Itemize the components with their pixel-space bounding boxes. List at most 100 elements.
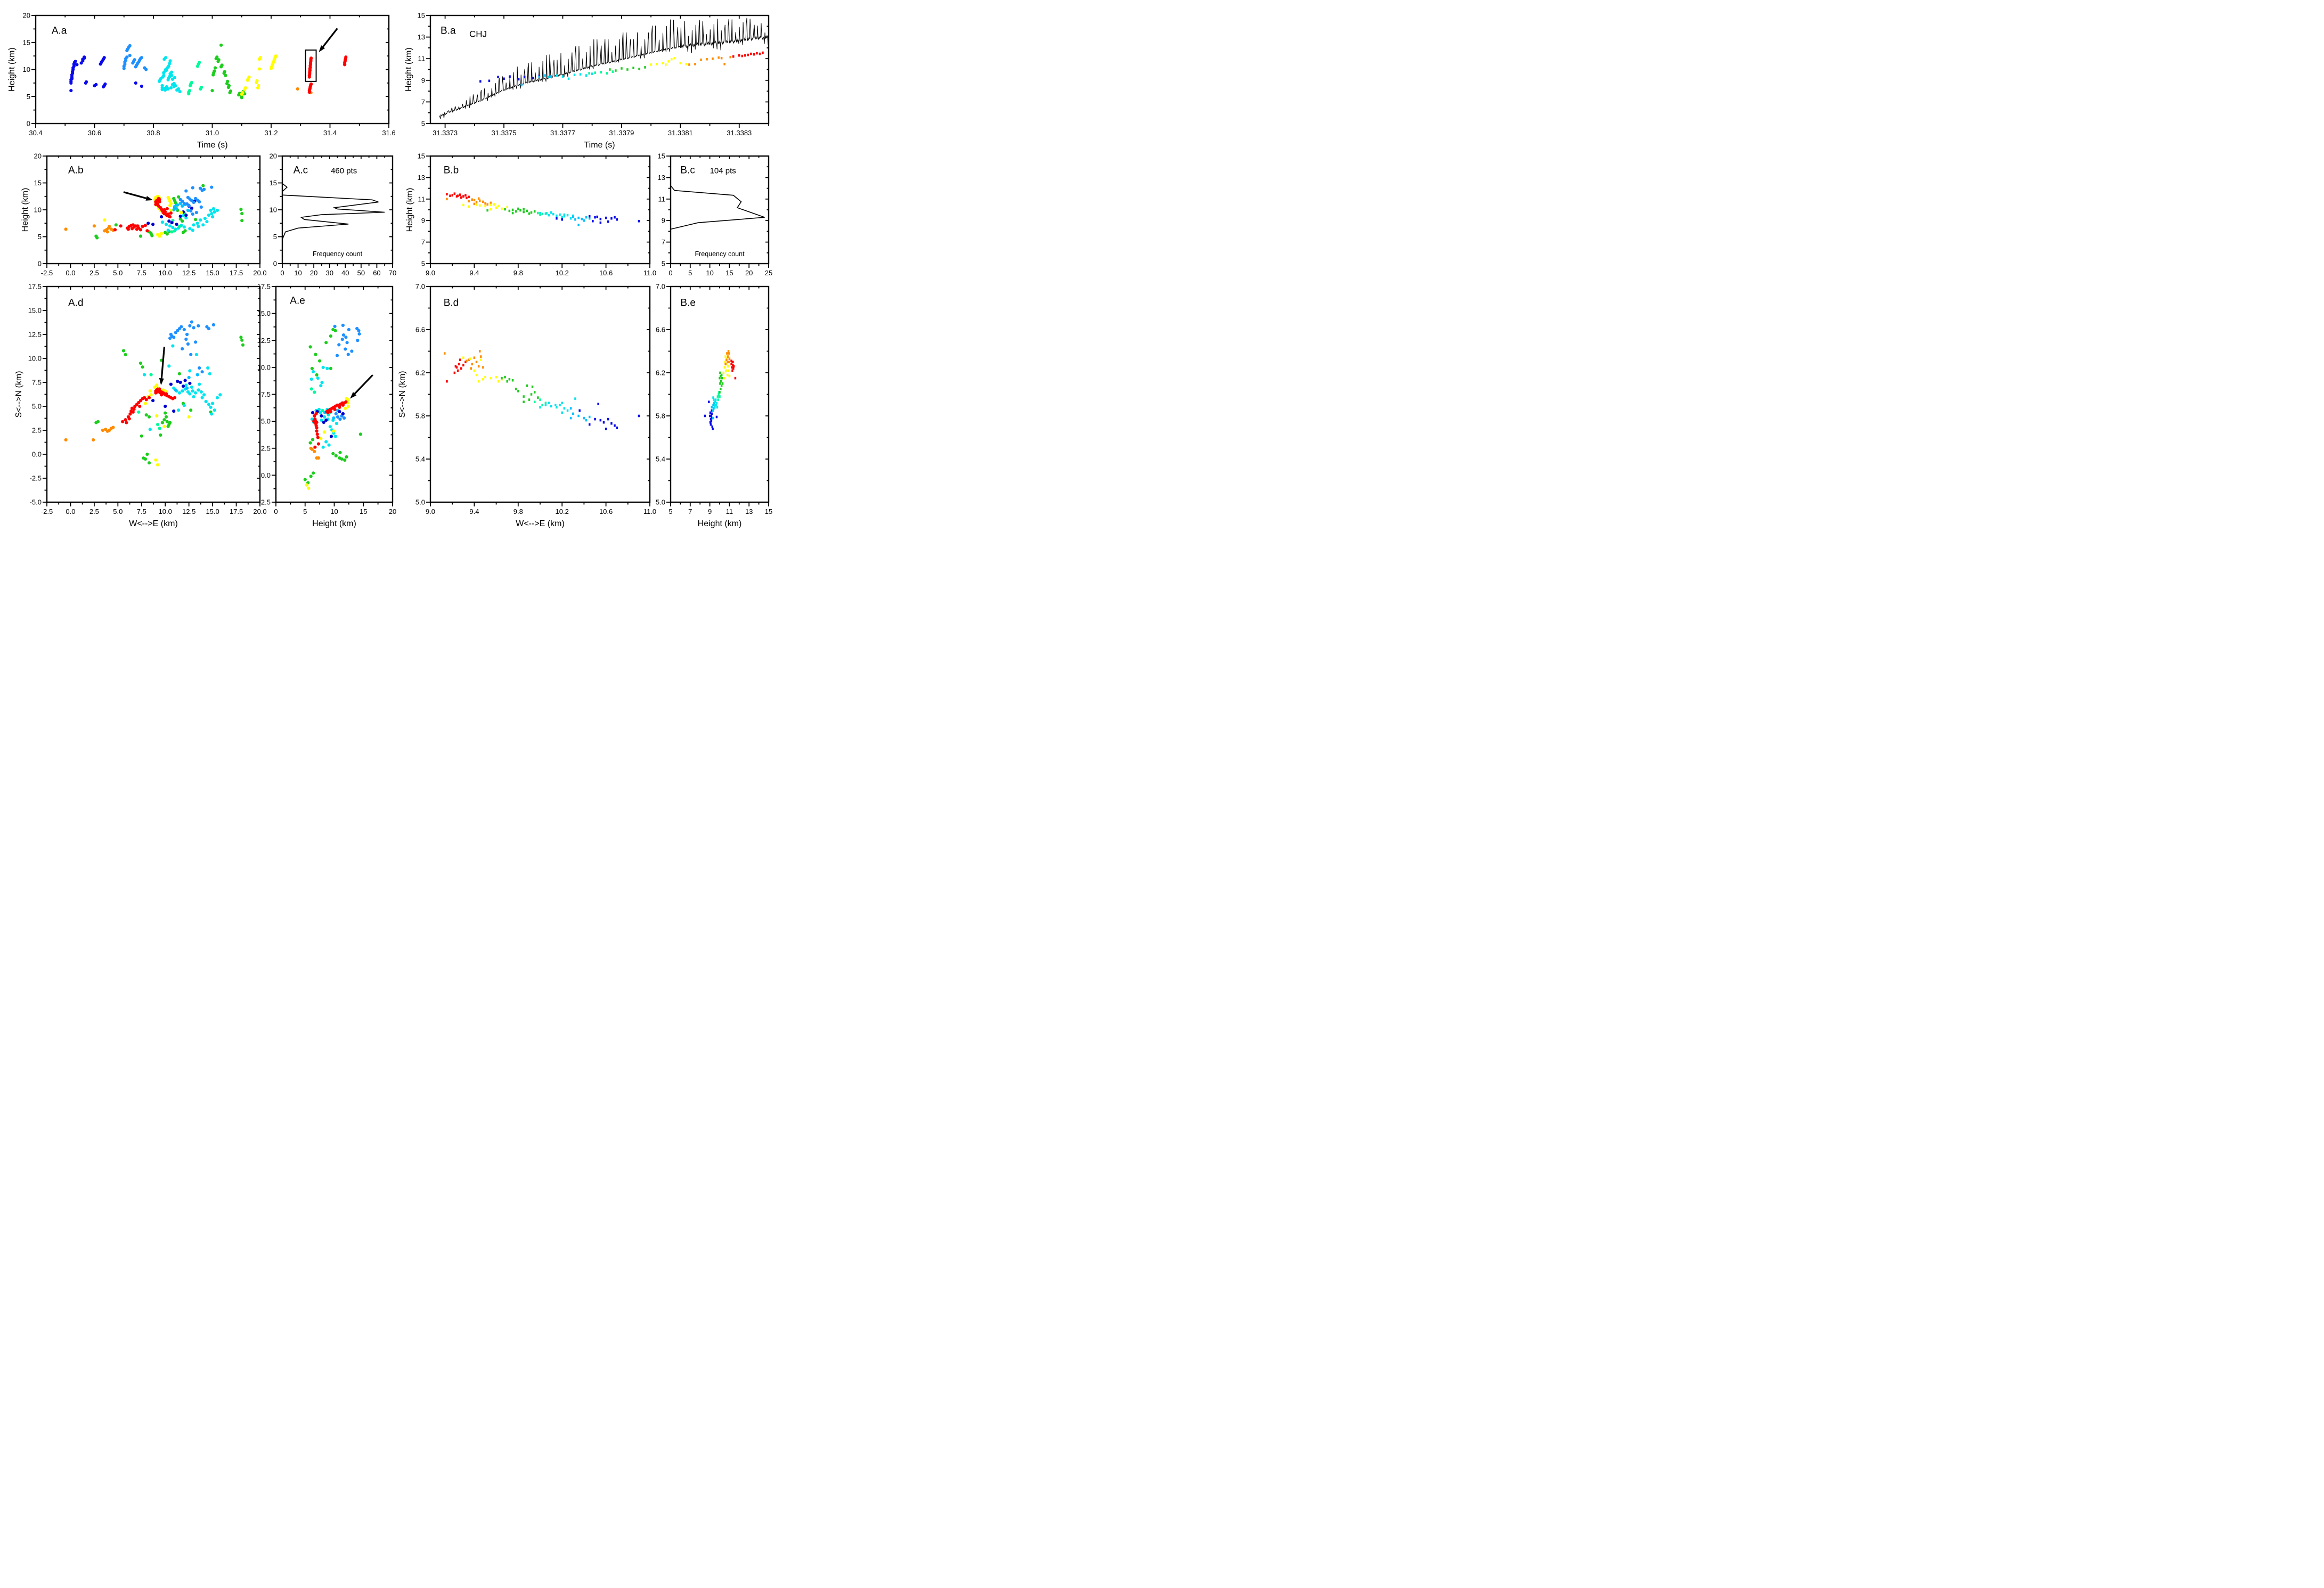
Bb-series-3 <box>486 207 536 215</box>
Ad-y-tick: 7.5 <box>32 379 42 387</box>
Ac-axes <box>278 155 393 268</box>
Aa-axes <box>31 15 389 128</box>
Ad-series-5 <box>151 379 192 413</box>
Aa-y-tick: 15 <box>23 38 30 46</box>
Ab-x-tick: 12.5 <box>182 269 195 277</box>
Bc-annotation-text-0: 104 pts <box>710 166 736 175</box>
Ac-tick-labels: 0 10 20 30 40 50 60 70 0 5 10 15 20 <box>270 152 397 277</box>
Be-series-6 <box>724 350 731 366</box>
Ac-x-tick: 30 <box>325 269 333 277</box>
Be-axes <box>666 286 769 506</box>
Bb-y-tick: 5 <box>421 260 425 268</box>
Bd-y-tick: 5.0 <box>415 498 425 506</box>
Ab-y-axis-title: Height (km) <box>21 188 30 232</box>
Bb-series-1 <box>446 197 492 206</box>
Aa-y-tick: 10 <box>23 66 30 73</box>
Ae-y-tick: 5.0 <box>261 418 271 425</box>
panel-Aa: 30.4 30.6 30.8 31.0 31.2 31.4 31.6 0 5 10 15 20 Time… <box>7 12 396 150</box>
Aa-tick-labels: 30.4 30.6 30.8 31.0 31.2 31.4 31.6 0 5 10 15 20 <box>23 12 396 137</box>
Aa-series-2 <box>158 56 182 94</box>
Bc-y-tick: 9 <box>662 217 665 225</box>
Aa-x-tick: 30.4 <box>29 129 42 137</box>
Ab-y-tick: 15 <box>34 179 42 187</box>
Bc-axes <box>666 155 769 268</box>
Ab-panel-label: A.b <box>68 165 84 176</box>
Bd-plot-frame <box>429 285 651 503</box>
Bb-x-tick: 10.2 <box>556 269 569 277</box>
Aa-y-axis-title: Height (km) <box>7 47 17 92</box>
lightning-mapping-figure: 30.4 30.6 30.8 31.0 31.2 31.4 31.6 0 5 10 15 20 Time… <box>0 0 774 529</box>
Bb-y-tick: 15 <box>418 152 425 160</box>
Be-tick-labels: 5 7 9 11 13 15 5.0 5.4 5.8 6.2 6.6 7.0 <box>656 283 772 516</box>
Ba-axes <box>426 15 769 128</box>
Ae-y-tick: -2.5 <box>259 498 271 506</box>
Bd-y-tick: 5.4 <box>415 455 425 463</box>
Ba-y-tick: 15 <box>418 12 425 20</box>
Bd-x-tick: 9.8 <box>513 507 523 515</box>
Bd-series-5 <box>539 397 576 414</box>
Be-x-tick: 5 <box>668 507 672 515</box>
Bc-frequency-profile <box>670 185 765 230</box>
Aa-x-tick: 31.2 <box>264 129 278 137</box>
Ba-series-4 <box>609 66 646 72</box>
Bd-x-tick: 11.0 <box>643 507 656 515</box>
Ae-series-0 <box>333 323 361 421</box>
Ba-series-7 <box>732 51 764 58</box>
Bb-series-7 <box>556 215 640 224</box>
Ae-y-tick: 0.0 <box>261 471 271 479</box>
Aa-series-5 <box>240 54 278 96</box>
Aa-x-tick: 30.6 <box>88 129 101 137</box>
Ad-y-axis-title: S<-->N (km) <box>14 371 23 418</box>
panel-Ba: 31.3373 31.3375 31.3377 31.3379 31.3381 31.33… <box>404 12 770 150</box>
Aa-arrow-annotation-0 <box>319 28 338 53</box>
Be-y-tick: 5.0 <box>656 498 665 506</box>
Ae-series-1 <box>303 328 362 485</box>
Ae-series-8 <box>312 400 348 449</box>
Ab-x-tick: 20.0 <box>253 269 266 277</box>
Aa-series-0 <box>69 55 143 93</box>
Ab-series-5 <box>172 201 190 212</box>
Aa-x-tick: 30.8 <box>146 129 160 137</box>
Bc-panel-label: B.c <box>680 165 695 176</box>
Ac-y-tick: 15 <box>270 179 277 187</box>
Ae-x-tick: 5 <box>303 507 307 515</box>
Ac-y-tick: 5 <box>273 233 277 241</box>
Ba-waveform <box>439 18 769 119</box>
Ac-x-tick: 60 <box>373 269 380 277</box>
Ba-series-5 <box>650 56 688 66</box>
Ad-x-tick: 10.0 <box>159 507 172 515</box>
Ad-y-tick: 12.5 <box>28 331 42 339</box>
Ad-arrow-annotation-0 <box>159 347 166 386</box>
Bb-y-axis-title: Height (km) <box>405 188 414 232</box>
Ad-x-tick: -2.5 <box>41 507 53 515</box>
Ac-y-tick: 20 <box>270 152 277 160</box>
panel-Ae: 0 5 10 15 20 -2.5 0.0 2.5 5.0 7.5 10.0 12.5 15.0 17.5… <box>257 283 397 529</box>
Ac-x-tick: 40 <box>341 269 349 277</box>
Ba-panel-label: B.a <box>441 26 456 37</box>
Ae-series-6 <box>309 446 321 460</box>
figure-svg: 30.4 30.6 30.8 31.0 31.2 31.4 31.605101520Time… <box>0 0 774 529</box>
Bc-y-tick: 13 <box>658 174 665 182</box>
Bc-annotation-text-1: Frequency count <box>695 250 745 258</box>
Bb-tick-labels: 9.0 9.4 9.8 10.2 10.6 11.0 5 7 9 11 13 15 <box>418 152 657 277</box>
Ba-x-tick: 31.3383 <box>727 129 752 137</box>
panel-Be: 5 7 9 11 13 15 5.0 5.4 5.8 6.2 6.6 7.0 Height (km) B.… <box>656 283 772 529</box>
Bc-y-tick: 5 <box>662 260 665 268</box>
Ba-x-tick: 31.3373 <box>433 129 458 137</box>
Ab-y-tick: 10 <box>34 206 42 214</box>
Ad-x-tick: 7.5 <box>137 507 146 515</box>
Be-y-tick: 6.6 <box>656 326 665 334</box>
Bb-y-tick: 9 <box>421 217 425 225</box>
Bc-x-tick: 10 <box>706 269 713 277</box>
Aa-x-tick: 31.4 <box>323 129 337 137</box>
Bb-series-4 <box>537 211 548 216</box>
Ac-x-tick: 70 <box>389 269 396 277</box>
Aa-series-3 <box>187 61 203 96</box>
Ba-series-2 <box>547 72 593 80</box>
Be-series-0 <box>704 400 718 430</box>
Aa-panel-label: A.a <box>52 26 67 37</box>
Ab-y-tick: 5 <box>38 233 42 241</box>
Ae-panel-label: A.e <box>290 295 305 306</box>
Be-series-4 <box>719 371 724 394</box>
Be-x-tick: 13 <box>745 507 753 515</box>
